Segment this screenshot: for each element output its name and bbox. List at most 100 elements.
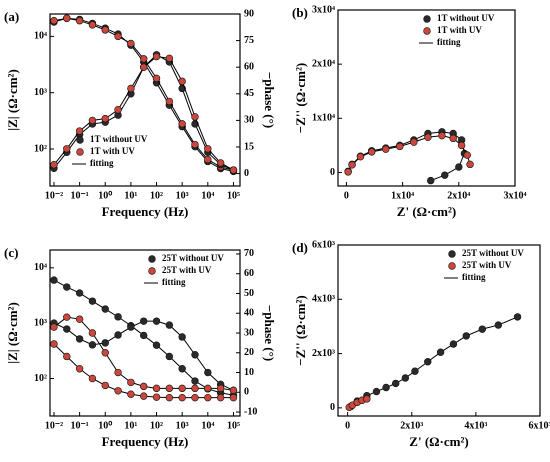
data-point: [152, 317, 161, 325]
data-point: [178, 333, 186, 341]
data-point: [382, 145, 390, 153]
data-point: [396, 142, 404, 151]
x-axis-label: Frequency (Hz): [102, 434, 189, 449]
y2-tick-label: 30: [244, 327, 254, 338]
data-point: [424, 358, 432, 366]
data-point: [424, 133, 432, 141]
y-tick-label: 0: [330, 402, 335, 413]
legend-label: 1T without UV: [90, 134, 148, 144]
y2-tick-label: 30: [244, 115, 254, 126]
legend-label: fitting: [162, 277, 186, 287]
data-point: [348, 161, 356, 169]
x-axis-label: Frequency (Hz): [102, 204, 189, 219]
data-point: [114, 368, 122, 377]
data-point: [427, 176, 435, 185]
data-point: [75, 365, 84, 373]
data-point: [88, 329, 97, 337]
data-point: [441, 171, 449, 179]
data-point: [178, 120, 186, 128]
y2-tick-label: 75: [244, 35, 254, 46]
y-tick-label: 2x10³: [312, 348, 335, 359]
x-tick-label: 1x10⁴: [391, 190, 414, 201]
legend-label: 25T without UV: [462, 248, 524, 258]
y-axis-label: −Z'' (Ω·cm²): [293, 295, 308, 365]
data-point: [165, 393, 174, 402]
legend-label: 1T with UV: [90, 146, 135, 156]
data-point: [178, 77, 186, 86]
legend-label: 1T with UV: [437, 25, 482, 35]
x-tick-label: 10⁰: [98, 190, 112, 201]
data-point: [88, 374, 97, 383]
data-point: [191, 384, 199, 393]
data-point: [368, 148, 376, 156]
y-tick-label: 4x10³: [312, 294, 335, 305]
data-point: [401, 374, 410, 382]
y2-tick-label: 60: [244, 61, 254, 72]
data-point: [127, 84, 135, 93]
data-point: [75, 289, 84, 297]
data-point: [410, 138, 418, 146]
data-point: [63, 325, 71, 333]
data-point: [88, 21, 97, 29]
data-point: [140, 331, 148, 340]
data-point: [127, 378, 135, 387]
y2-tick-label: 40: [244, 308, 254, 319]
data-point: [63, 14, 71, 22]
data-point: [513, 313, 522, 321]
data-point: [152, 384, 161, 393]
y2-tick-label: 60: [244, 268, 254, 279]
panel-label: (a): [4, 9, 19, 24]
x-tick-label: 10¹: [124, 420, 137, 431]
fit-line: [53, 316, 234, 391]
x-tick-label: 6x10³: [529, 420, 550, 431]
legend-label: fitting: [462, 272, 486, 282]
y-tick-label: 0: [330, 167, 335, 178]
x-tick-label: 10⁵: [227, 420, 240, 431]
plot-frame: [49, 13, 241, 187]
data-point: [466, 160, 474, 169]
y-tick-label: 3x10⁴: [312, 4, 335, 15]
data-point: [165, 384, 174, 393]
data-point: [191, 393, 199, 402]
data-point: [204, 393, 212, 402]
data-point: [50, 340, 58, 348]
data-point: [178, 384, 186, 393]
data-point: [101, 339, 109, 347]
x-tick-label: 10⁴: [201, 190, 214, 201]
data-point: [63, 283, 71, 291]
data-point: [229, 386, 238, 395]
x-tick-label: 10⁻²: [45, 420, 63, 431]
data-point: [127, 39, 135, 48]
data-point: [191, 377, 199, 385]
plot-frame: [337, 9, 516, 187]
legend-label: 1T without UV: [437, 13, 495, 23]
data-point: [165, 352, 174, 361]
data-point: [216, 384, 225, 393]
data-point: [344, 168, 352, 176]
data-point: [178, 365, 186, 373]
y-tick-label: 2x10⁴: [312, 58, 335, 69]
x-tick-label: 3x10⁴: [504, 190, 527, 201]
legend-label: 25T with UV: [462, 260, 512, 270]
y-tick-label: 10⁴: [34, 31, 47, 42]
data-point: [438, 131, 446, 140]
data-point: [140, 63, 148, 71]
data-point: [165, 97, 174, 106]
y2-tick-label: 70: [244, 248, 254, 259]
y-tick-label: 10³: [34, 317, 47, 328]
data-point: [127, 390, 135, 398]
y2-tick-label: 20: [244, 347, 254, 358]
data-point: [152, 52, 161, 61]
data-point: [140, 55, 148, 63]
data-point: [191, 140, 199, 149]
data-point: [101, 114, 109, 123]
x-tick-label: 10³: [176, 420, 189, 431]
legend-marker: [448, 262, 456, 270]
data-point: [88, 297, 97, 305]
data-point: [114, 313, 122, 321]
y-tick-label: 10⁴: [34, 262, 47, 273]
data-point: [114, 331, 122, 339]
data-point: [178, 393, 186, 402]
legend-marker: [448, 250, 456, 258]
data-point: [462, 332, 470, 340]
